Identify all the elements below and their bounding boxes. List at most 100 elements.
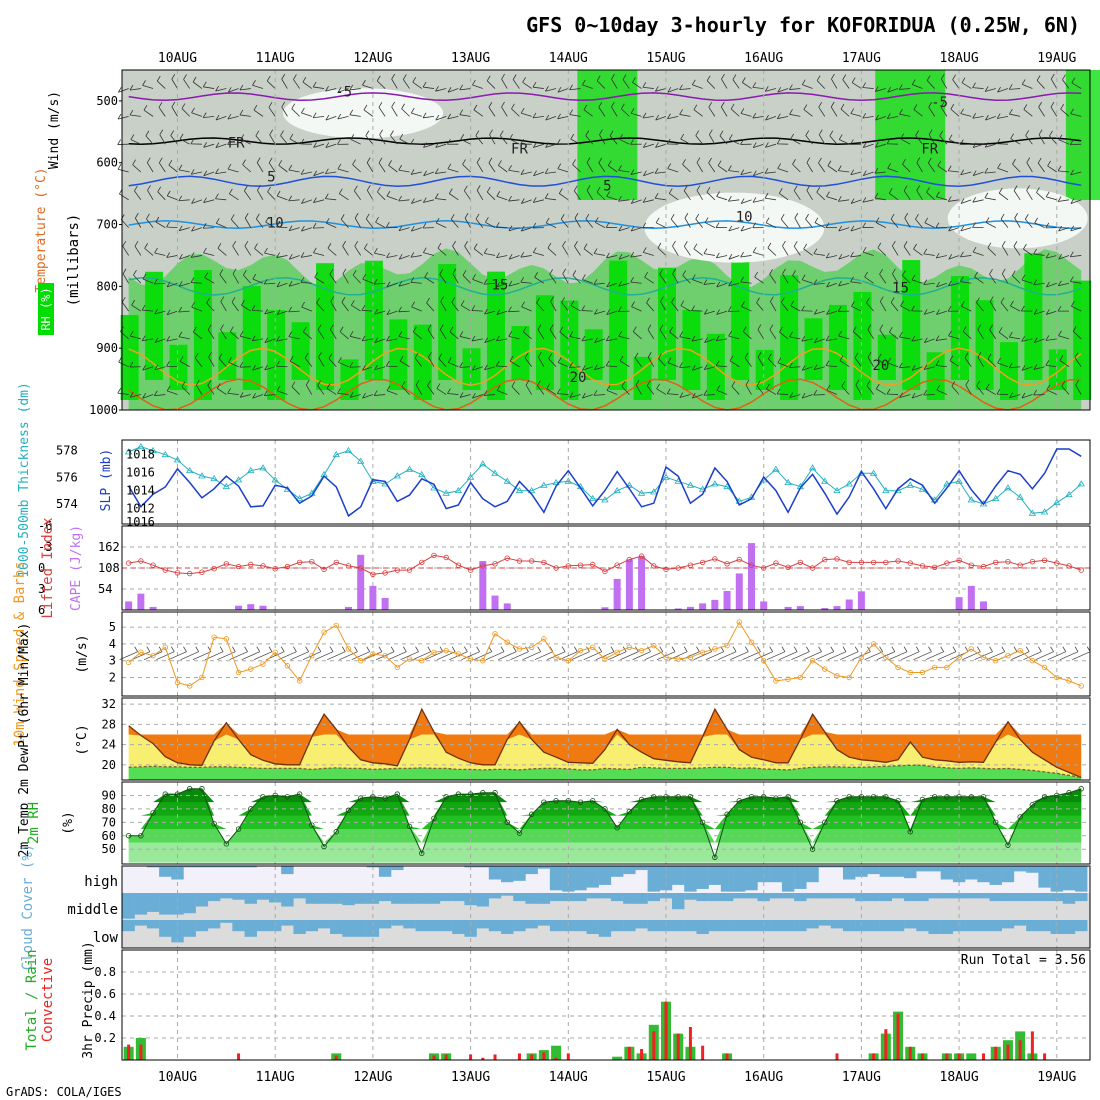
cloud-cover-bar xyxy=(366,920,380,937)
wind10-barb-flag xyxy=(268,646,273,652)
wind10-barb-flag xyxy=(158,646,163,652)
rh2m-point xyxy=(797,819,804,826)
wind-barb-flag xyxy=(439,269,444,275)
wind-barb xyxy=(692,84,703,89)
wind-barb xyxy=(386,338,398,342)
wind-barb-flag xyxy=(606,309,611,315)
wind-barb xyxy=(338,361,349,368)
wind-barb xyxy=(269,134,276,145)
wind10-barb xyxy=(742,651,761,661)
wind-barb-flag xyxy=(460,134,465,140)
wind-barb xyxy=(1058,335,1070,340)
wind-barb-flag xyxy=(780,213,785,220)
wind-barb-flag xyxy=(1045,222,1050,229)
wind-barb xyxy=(911,394,923,399)
wind-barb-flag xyxy=(646,297,650,304)
wind-barb-flag xyxy=(618,253,623,260)
wind-barb xyxy=(462,275,471,284)
wind-barb-flag xyxy=(911,365,916,371)
wind-barb-flag xyxy=(232,268,237,274)
wind10-barb xyxy=(632,651,651,661)
wind-barb xyxy=(765,88,777,92)
cloud-cover-bar xyxy=(122,893,135,919)
wind-barb xyxy=(1046,310,1057,315)
wind10-barb xyxy=(1072,651,1091,661)
wind-barb-flag xyxy=(350,134,355,140)
wind-barb xyxy=(764,197,776,201)
wind-barb xyxy=(790,138,801,145)
wind-barb xyxy=(240,335,251,340)
wind10-barb-flag xyxy=(805,646,810,652)
wind-barb xyxy=(745,384,752,395)
wind-barb-flag xyxy=(680,300,685,306)
wind-barb xyxy=(877,358,887,368)
wind-barb-flag xyxy=(935,222,940,228)
wind-barb xyxy=(948,335,960,340)
convective-precip-bar xyxy=(481,1057,485,1060)
wind-barb-flag xyxy=(473,104,478,111)
wind-barb xyxy=(325,115,337,121)
wind-barb xyxy=(850,113,862,117)
wind-barb xyxy=(830,106,838,117)
wind-barb xyxy=(142,309,154,312)
wind-barb-flag xyxy=(619,355,624,362)
li-point xyxy=(883,559,889,566)
wind-barb-flag xyxy=(522,326,527,332)
wind-barb xyxy=(952,79,960,89)
wind10-point xyxy=(797,674,804,681)
wind-barb-flag xyxy=(459,331,464,337)
wind-barb-flag xyxy=(715,360,720,366)
wind10-point xyxy=(1029,658,1036,664)
wind-barb xyxy=(573,190,581,201)
wind10-point xyxy=(235,669,242,676)
wind-barb-flag xyxy=(816,75,821,81)
cloud-cover-bar xyxy=(1026,893,1039,902)
wind-barb xyxy=(1074,357,1082,367)
cloud-cover-bar xyxy=(220,866,233,868)
wind-barb-flag xyxy=(117,87,122,93)
cloud-cover-bar xyxy=(513,866,526,881)
wind-barb-flag xyxy=(166,335,171,342)
wind-barb-flag xyxy=(816,187,821,193)
cloud-cover-bar xyxy=(1001,866,1015,883)
wind-barb xyxy=(398,169,410,173)
cloud-cover-bar xyxy=(965,920,978,932)
wind-barb-flag xyxy=(227,113,232,120)
wind-barb xyxy=(157,191,166,201)
wind-barb-flag xyxy=(398,195,402,202)
li-point xyxy=(406,567,413,573)
thickness-point xyxy=(356,457,365,464)
wind-barb xyxy=(536,302,545,312)
dewpt-series xyxy=(128,764,1082,779)
wind10-point xyxy=(846,674,852,681)
rh2m-point xyxy=(1054,792,1060,799)
wind-barb xyxy=(892,273,899,284)
wind-barb-flag xyxy=(240,134,245,140)
wind10-barb xyxy=(412,651,431,661)
li-point xyxy=(1041,557,1048,563)
cloud-cover-bar xyxy=(891,920,905,932)
wind10-frame xyxy=(121,611,1091,697)
wind-barb-flag xyxy=(377,186,381,193)
wind-barb xyxy=(374,252,386,256)
wind-barb-flag xyxy=(352,159,356,165)
wind-barb xyxy=(413,331,423,340)
wind-barb-flag xyxy=(976,380,981,387)
wind-barb-flag xyxy=(422,81,427,88)
wind-barb xyxy=(337,115,349,120)
li-point xyxy=(248,561,254,568)
wind10-barb-flag xyxy=(293,646,297,652)
wind-barb xyxy=(585,218,594,228)
rh2m-point xyxy=(931,794,938,800)
wind10-barb xyxy=(253,651,273,661)
li-point xyxy=(345,563,352,569)
wind-barb-flag xyxy=(972,196,977,203)
wind-barb-flag xyxy=(740,198,745,204)
wind-barb-flag xyxy=(276,281,281,288)
cloud-cover-bar xyxy=(623,866,636,875)
wind-barb xyxy=(537,329,545,340)
thickness-point xyxy=(821,477,829,484)
wind-barb-flag xyxy=(850,225,855,232)
wind-barb xyxy=(582,84,593,89)
wind-barb-flag xyxy=(520,107,525,114)
